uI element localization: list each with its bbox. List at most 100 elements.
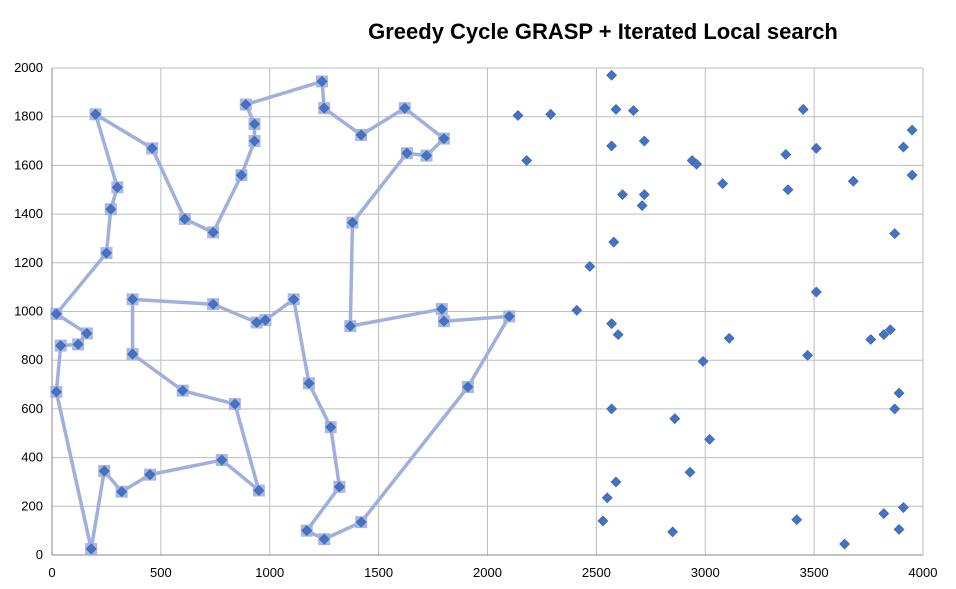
tick-labels: 0 500 1000 1500 2000 2500 3000 3500 4000 0 200 400 6… [14,60,937,580]
x-tick-label: 3000 [691,565,720,580]
tour-line [54,79,512,551]
grid-lines [51,67,924,556]
x-tick-label: 3500 [800,565,829,580]
y-tick-label: 1200 [14,255,43,270]
tour-node-point [85,543,97,555]
unvisited-point [906,169,918,181]
unvisited-point [608,236,620,248]
tour-node-point [399,102,411,114]
unvisited-point [906,124,918,136]
tour-node-point [462,381,474,393]
y-tick-label: 1600 [14,157,43,172]
unvisited-point [797,103,809,115]
tour-node-point [216,454,228,466]
tour-node-point [421,150,432,162]
unvisited-point [717,178,729,190]
unvisited-point [512,110,524,121]
tour-node-point [101,247,112,259]
tour-node-point [259,314,271,326]
tour-node-point [236,169,247,181]
tour-node-point [318,533,330,545]
tour-node-point [503,310,515,322]
unvisited-point [704,433,716,445]
data-points [50,69,918,555]
unvisited-point [636,200,648,212]
unvisited-point [606,403,618,415]
tour-node-point [207,226,219,238]
tour-node-point [146,142,158,154]
unvisited-point [521,155,533,166]
tour-node-point [347,217,358,229]
x-tick-label: 1500 [364,565,393,580]
y-tick-label: 1400 [14,206,43,221]
tour-node-point [127,293,138,305]
x-tick-label: 2500 [582,565,611,580]
tour-node-point [318,102,330,114]
tour-node-point [81,327,93,339]
unvisited-point [597,515,609,527]
tour-node-point [105,203,117,215]
unvisited-point [878,508,890,520]
unvisited-point [810,142,822,154]
tour-node-point [50,308,62,320]
tour-node-point [301,525,313,537]
unvisited-point [897,502,909,513]
tour-node-point [177,385,189,397]
tour-node-point [401,147,413,159]
y-tick-label: 200 [21,498,43,513]
tour-node-point [288,293,300,305]
y-tick-label: 0 [36,547,43,562]
unvisited-point [697,355,709,367]
tour-node-point [240,99,252,110]
tour-node-point [355,129,367,141]
unvisited-point [893,387,905,399]
chart-title: Greedy Cycle GRASP + Iterated Local sear… [368,19,838,44]
unvisited-point [802,349,814,361]
unvisited-point [878,329,890,341]
unvisited-point [638,135,650,147]
tour-node-point [438,133,450,145]
unvisited-point [610,103,622,115]
y-tick-label: 2000 [14,60,43,75]
unvisited-point [545,108,557,120]
unvisited-point [791,514,803,526]
y-tick-label: 400 [21,450,43,465]
unvisited-point [571,304,583,316]
unvisited-point [839,538,851,550]
tour-node-point [249,135,260,147]
unvisited-point [606,69,618,81]
unvisited-point [847,175,859,187]
tour-node-point [303,377,315,389]
unvisited-point [669,413,681,425]
x-tick-label: 500 [150,565,172,580]
tour-node-point [344,320,356,332]
unvisited-point [691,158,702,170]
tour-node-point [355,516,367,528]
tour-node-point [251,317,263,328]
tour-node-point [325,421,337,433]
unvisited-point [780,149,792,160]
tour-node-point [438,315,450,327]
tour-node-point [72,338,84,350]
tour-node-point [98,465,110,477]
tour-node-point [179,213,191,225]
unvisited-point [865,334,877,345]
unvisited-point [893,524,905,535]
unvisited-point [884,324,896,336]
tour-node-point [50,386,62,398]
tour-node-point [207,298,219,310]
unvisited-point [612,329,624,341]
tour-node-point [116,486,128,498]
x-tick-label: 4000 [909,565,938,580]
tour-node-point [55,340,67,352]
unvisited-point [584,261,596,272]
unvisited-point [810,286,822,298]
tour-node-point [127,348,138,360]
tour-node-point [229,398,241,410]
x-tick-label: 1000 [255,565,284,580]
unvisited-point [606,140,618,152]
unvisited-point [723,332,735,344]
y-tick-label: 600 [21,401,43,416]
unvisited-point [667,526,679,538]
